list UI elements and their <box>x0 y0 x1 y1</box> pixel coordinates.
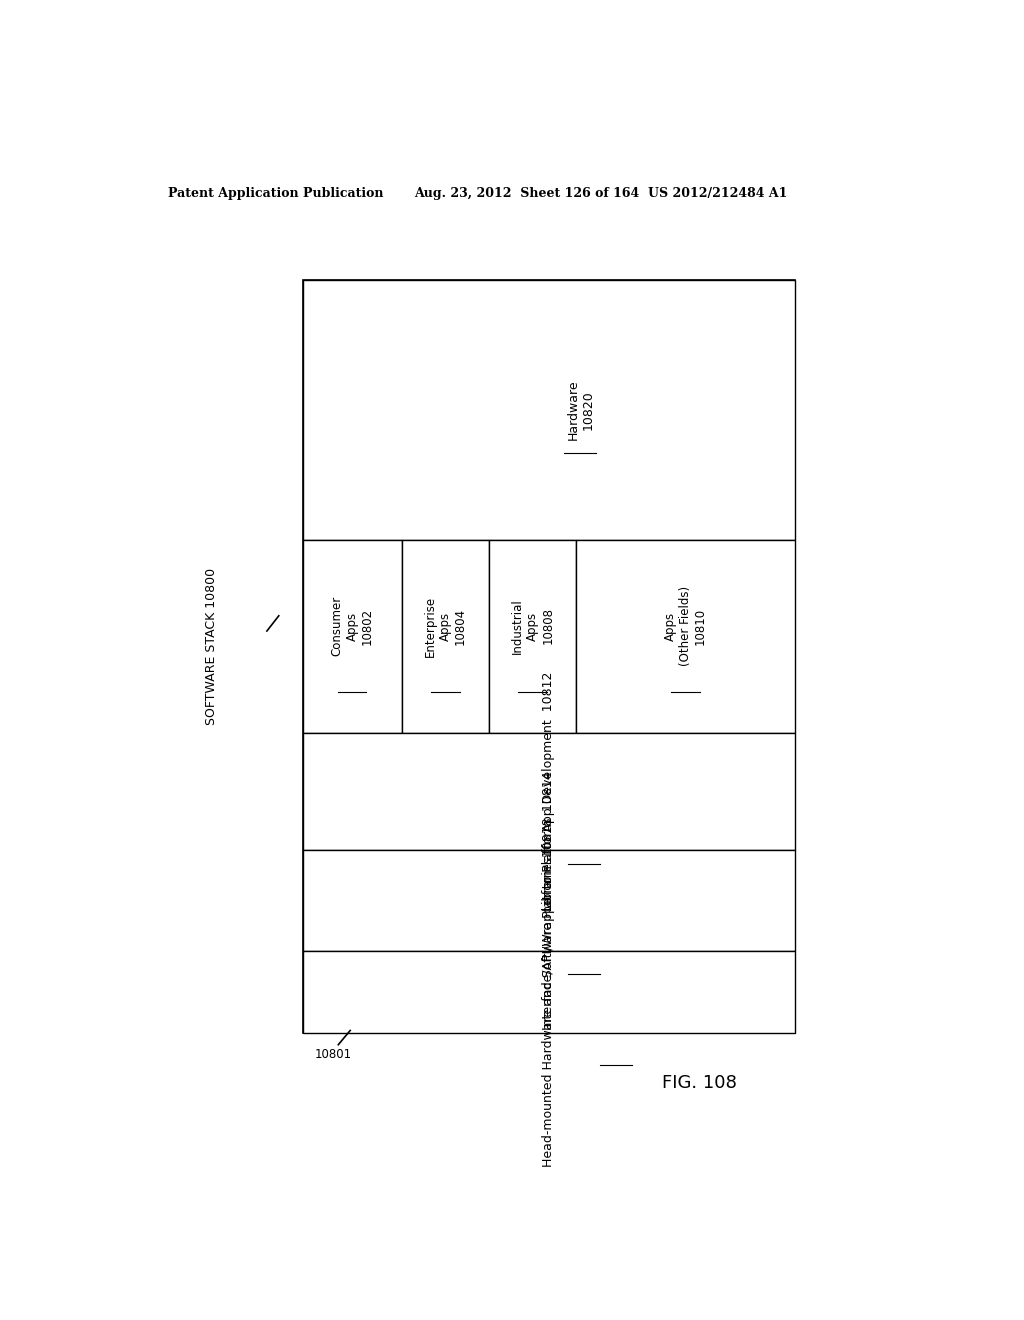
Text: Interface/API/Wrapper to Platform  10814: Interface/API/Wrapper to Platform 10814 <box>542 771 555 1030</box>
Bar <box>577 540 795 733</box>
Bar <box>303 850 795 952</box>
Text: FIG. 108: FIG. 108 <box>662 1074 737 1093</box>
Bar <box>303 952 795 1032</box>
Text: Apps
(Other Fields)
10810: Apps (Other Fields) 10810 <box>664 586 707 667</box>
Bar <box>489 540 577 733</box>
Bar <box>303 540 401 733</box>
Text: Consumer
Apps
10802: Consumer Apps 10802 <box>331 595 374 656</box>
Bar <box>303 733 795 850</box>
Text: Aug. 23, 2012  Sheet 126 of 164  US 2012/212484 A1: Aug. 23, 2012 Sheet 126 of 164 US 2012/2… <box>414 187 787 201</box>
Bar <box>303 280 795 1032</box>
Text: Patent Application Publication: Patent Application Publication <box>168 187 383 201</box>
Bar <box>303 280 795 540</box>
Text: SOFTWARE STACK 10800: SOFTWARE STACK 10800 <box>205 568 218 725</box>
Text: Libraries for App Development  10812: Libraries for App Development 10812 <box>542 672 555 911</box>
Text: Enterprise
Apps
10804: Enterprise Apps 10804 <box>424 595 467 656</box>
Text: 10801: 10801 <box>314 1048 351 1061</box>
Text: Hardware
10820: Hardware 10820 <box>566 380 594 441</box>
Text: Industrial
Apps
10808: Industrial Apps 10808 <box>511 598 554 653</box>
Bar <box>401 540 489 733</box>
Text: Head-mounted Hardware and Software Platform  10818: Head-mounted Hardware and Software Platf… <box>542 817 555 1167</box>
